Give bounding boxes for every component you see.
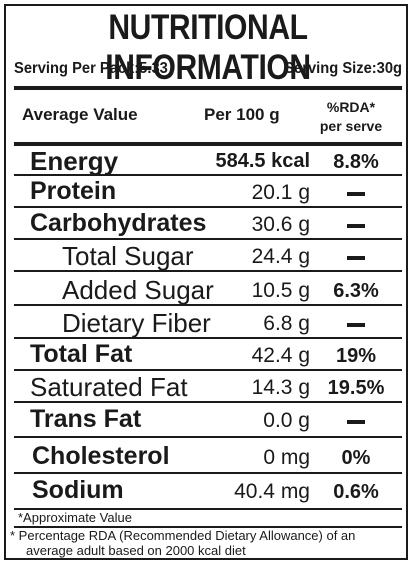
no-rda-dash (347, 223, 365, 228)
row-label-saturated-fat: Saturated Fat (30, 372, 188, 402)
divider-footnote (14, 526, 402, 528)
row-rda: 0% (341, 447, 371, 469)
no-rda-dash (347, 322, 365, 327)
row-label-carbohydrates: Carbohydrates (30, 209, 207, 237)
row-rda: 6.3% (333, 280, 379, 302)
row-value: 0 mg (263, 446, 310, 469)
row-value: 40.4 mg (234, 480, 310, 503)
header-rda-line2: per serve (319, 118, 383, 134)
row-label-energy: Energy (30, 146, 119, 176)
row-value: 0.0 g (263, 409, 310, 432)
row-value: 24.4 g (251, 245, 310, 268)
row-divider (14, 270, 402, 272)
row-value: 10.5 g (251, 279, 310, 302)
row-divider (14, 304, 402, 306)
row-label-cholesterol: Cholesterol (32, 442, 170, 470)
row-rda: 19% (335, 345, 377, 367)
row-label-sodium: Sodium (32, 476, 124, 504)
divider-bottom (14, 508, 402, 510)
divider-top (14, 86, 402, 90)
row-value: 42.4 g (251, 344, 310, 367)
footnote-rda-line1: * Percentage RDA (Recommended Dietary Al… (10, 528, 356, 543)
row-value: 584.5 kcal (215, 150, 310, 172)
row-divider (14, 174, 402, 176)
row-rda: 19.5% (327, 377, 385, 399)
footnote-approx: *Approximate Value (18, 510, 132, 525)
row-rda: 0.6% (333, 481, 379, 503)
row-rda (316, 313, 396, 336)
header-rda: %RDA* per serve (318, 99, 384, 134)
no-rda-dash (347, 255, 365, 260)
row-rda (316, 214, 396, 237)
row-divider (14, 238, 402, 240)
row-value: 30.6 g (251, 213, 310, 236)
header-per-100g: Per 100 g (204, 105, 280, 124)
row-divider (14, 401, 402, 403)
row-divider (14, 472, 402, 474)
divider-header (14, 142, 402, 146)
row-divider (14, 436, 402, 438)
row-divider (14, 206, 402, 208)
row-label-total-fat: Total Fat (30, 340, 133, 368)
row-label-dietary-fiber: Dietary Fiber (62, 308, 211, 338)
row-label-total-sugar: Total Sugar (62, 241, 194, 271)
row-label-trans-fat: Trans Fat (30, 405, 142, 433)
row-divider (14, 337, 402, 339)
header-rda-line1: %RDA* (326, 99, 376, 115)
row-value: 14.3 g (251, 376, 310, 399)
header-average-value: Average Value (22, 105, 138, 124)
row-label-added-sugar: Added Sugar (62, 275, 214, 305)
row-label-protein: Protein (30, 177, 117, 205)
footnote-rda-line2: average adult based on 2000 kcal diet (26, 543, 246, 558)
row-value: 20.1 g (251, 181, 310, 204)
no-rda-dash (347, 191, 365, 196)
no-rda-dash (347, 419, 365, 424)
row-divider (14, 369, 402, 371)
serving-size: Serving Size:30g (284, 60, 402, 77)
row-rda (316, 246, 396, 269)
serving-info: Serving Per Pack:5.33 Serving Size:30g (14, 60, 402, 82)
row-rda (316, 182, 396, 205)
row-rda (316, 410, 396, 433)
nutrition-label-panel (4, 4, 408, 560)
label-title: NUTRITIONAL INFORMATION (105, 8, 311, 87)
servings-per-pack: Serving Per Pack:5.33 (14, 60, 168, 77)
row-rda: 8.8% (333, 151, 379, 173)
row-value: 6.8 g (263, 312, 310, 335)
